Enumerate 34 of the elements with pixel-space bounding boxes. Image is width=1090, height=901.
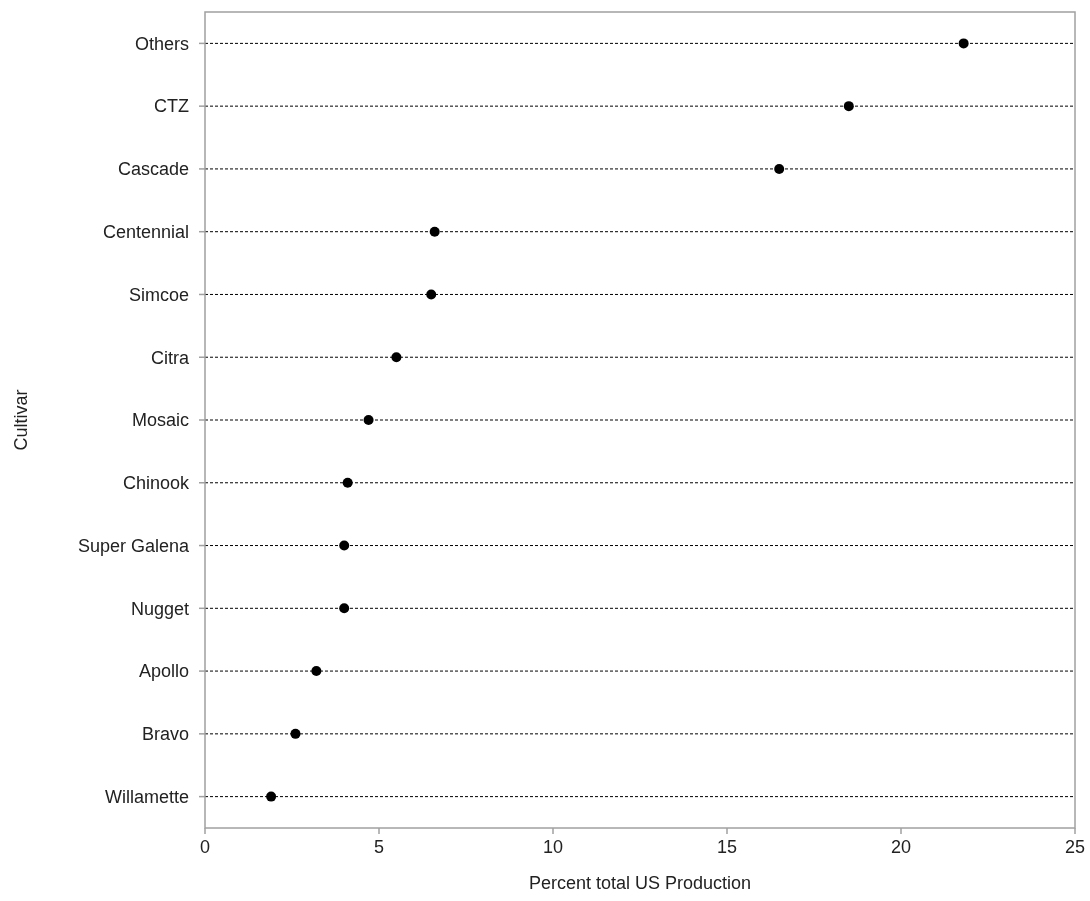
y-tick-label: Others [134, 33, 189, 54]
point [774, 163, 785, 174]
point [266, 791, 277, 802]
x-tick-label: 20 [890, 837, 912, 857]
point [342, 477, 353, 488]
point [958, 38, 969, 49]
point [429, 226, 440, 237]
x-axis-title: Percent total US Production [528, 873, 752, 893]
point [426, 289, 437, 300]
point [843, 101, 854, 112]
x-tick-label: 10 [542, 837, 564, 857]
point [290, 728, 301, 739]
y-tick-label: Simcoe [128, 284, 189, 305]
y-tick-label: Apollo [138, 661, 189, 682]
point [363, 415, 374, 425]
y-tick-label: Super Galena [77, 535, 190, 556]
y-tick-label: Nugget [130, 598, 189, 619]
point [339, 603, 350, 614]
y-tick-label: Centennial [102, 221, 189, 242]
y-tick-label: Citra [150, 347, 190, 368]
y-tick-label: CTZ [154, 96, 189, 117]
x-tick-label: 0 [199, 837, 211, 857]
y-tick-label: Mosaic [131, 410, 189, 431]
y-axis-title: Cultivar [11, 389, 31, 451]
x-tick-label: 5 [373, 837, 385, 857]
point [339, 540, 350, 551]
point [311, 666, 322, 677]
y-tick-label: Willamette [104, 786, 189, 807]
y-tick-label: Cascade [117, 159, 189, 180]
y-tick-label: Chinook [122, 473, 190, 494]
x-tick-label: 15 [716, 837, 738, 857]
y-tick-label: Bravo [141, 724, 189, 745]
point [391, 352, 402, 363]
x-tick-label: 25 [1064, 837, 1086, 857]
